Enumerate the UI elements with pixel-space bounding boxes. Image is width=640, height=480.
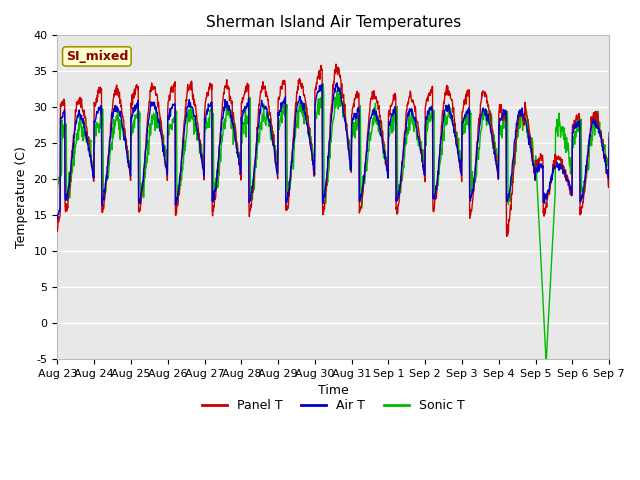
Legend: Panel T, Air T, Sonic T: Panel T, Air T, Sonic T (197, 395, 470, 418)
X-axis label: Time: Time (318, 384, 349, 397)
Text: SI_mixed: SI_mixed (66, 50, 128, 63)
Y-axis label: Temperature (C): Temperature (C) (15, 146, 28, 248)
Title: Sherman Island Air Temperatures: Sherman Island Air Temperatures (205, 15, 461, 30)
